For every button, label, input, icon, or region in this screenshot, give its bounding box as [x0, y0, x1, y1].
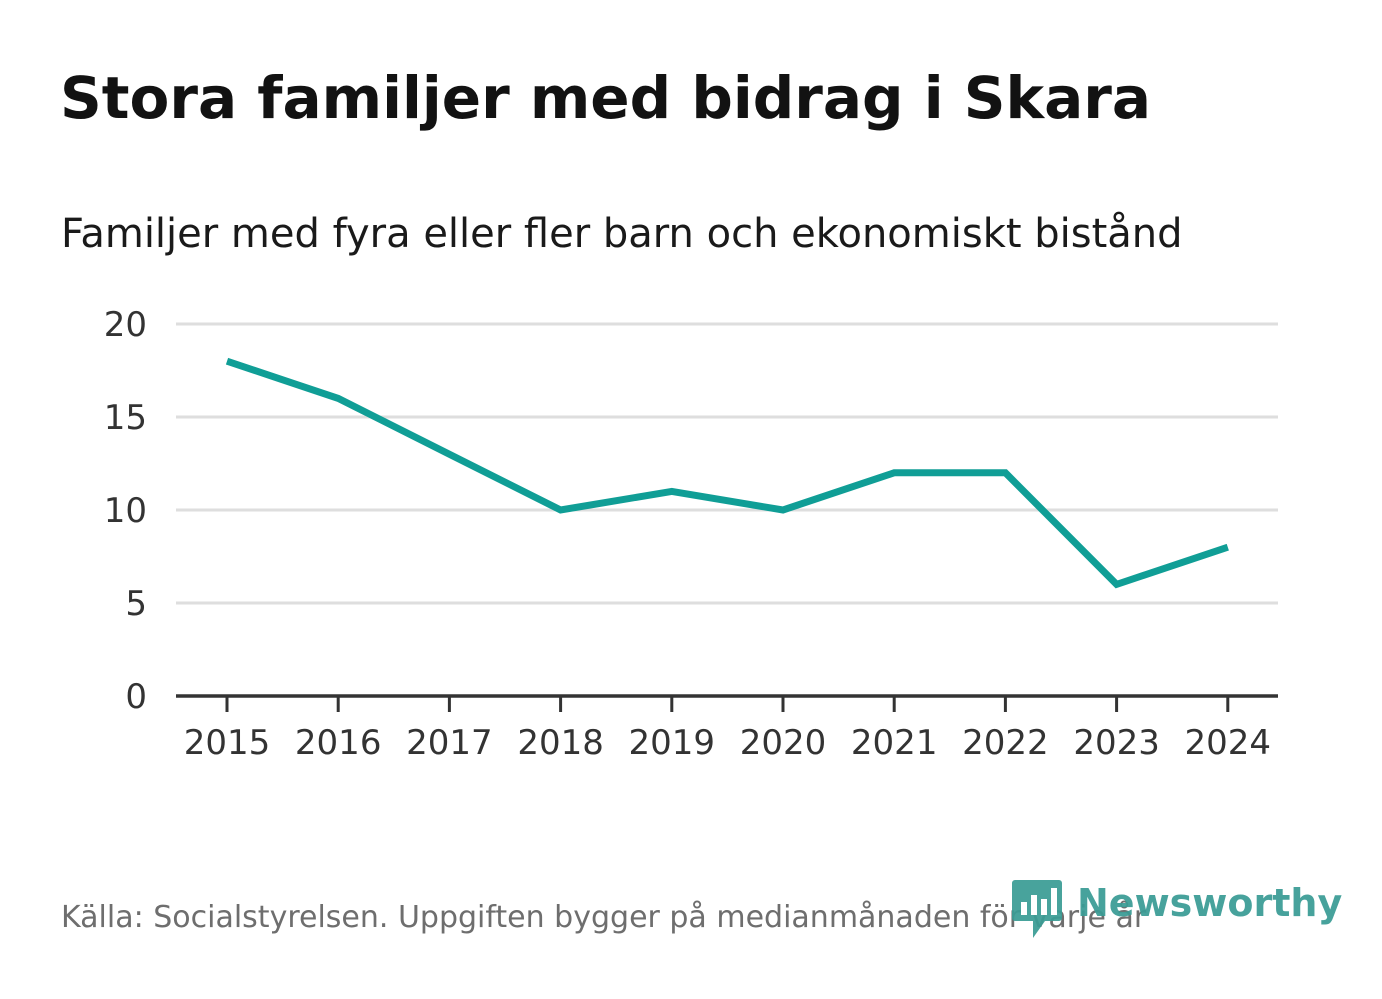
- x-tick-label: 2019: [629, 723, 716, 763]
- newsworthy-logo-icon: [1012, 880, 1062, 938]
- x-tick-label: 2016: [295, 723, 382, 763]
- y-tick-label: 5: [125, 584, 147, 624]
- x-tick-label: 2020: [740, 723, 827, 763]
- gridlines: [176, 322, 1278, 605]
- series-line-0: [225, 357, 1229, 589]
- x-tick-label: 2024: [1185, 723, 1272, 763]
- x-tick-label: 2015: [184, 723, 271, 763]
- chart-subtitle: Familjer med fyra eller fler barn och ek…: [61, 211, 1183, 257]
- x-tick-label: 2017: [406, 723, 493, 763]
- source-note: Källa: Socialstyrelsen. Uppgiften bygger…: [61, 900, 1147, 935]
- chart-title: Stora familjer med bidrag i Skara: [60, 64, 1152, 132]
- series-lines: [225, 357, 1229, 589]
- brand-name: Newsworthy: [1077, 881, 1343, 925]
- y-tick-label: 20: [104, 305, 147, 345]
- y-axis-ticks: 0 5 10 15 20: [104, 305, 147, 717]
- y-tick-label: 0: [125, 677, 147, 717]
- x-tick-label: 2022: [962, 723, 1049, 763]
- y-tick-label: 15: [104, 398, 147, 438]
- x-axis-ticks: 2015 2016 2017 2018 2019 2020 2021 2022 2023 2024: [184, 696, 1271, 763]
- x-tick-label: 2018: [517, 723, 604, 763]
- x-tick-label: 2021: [851, 723, 938, 763]
- y-tick-label: 10: [104, 491, 147, 531]
- x-tick-label: 2023: [1073, 723, 1160, 763]
- brand: Newsworthy: [1011, 878, 1342, 940]
